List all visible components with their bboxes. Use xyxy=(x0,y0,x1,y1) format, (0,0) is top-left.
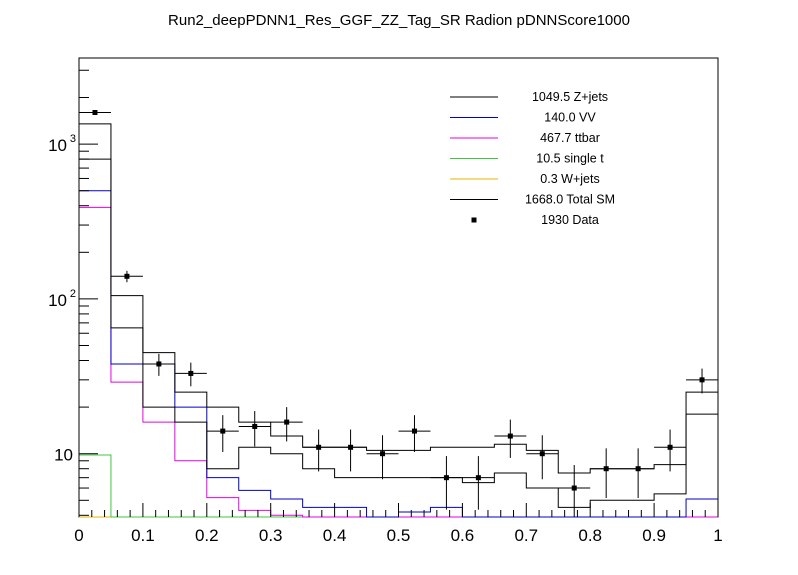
legend-label: 140.0 VV xyxy=(544,111,596,125)
data-point-marker xyxy=(603,466,609,472)
legend-label: 0.3 W+jets xyxy=(540,172,599,186)
data-point-marker xyxy=(635,466,641,472)
data-point-marker xyxy=(156,361,162,367)
x-tick-label: 0 xyxy=(74,526,83,545)
data-point xyxy=(526,435,559,480)
data-point xyxy=(302,429,335,472)
x-tick-label: 0.6 xyxy=(451,526,475,545)
data-point-marker xyxy=(380,451,386,457)
x-tick-label: 0.1 xyxy=(131,526,155,545)
data-point-marker xyxy=(571,485,577,491)
data-point-marker xyxy=(475,475,481,481)
data-point-marker xyxy=(507,433,513,439)
legend-item: 1930 Data xyxy=(471,213,599,227)
data-point xyxy=(494,419,527,458)
legend-label: 467.7 ttbar xyxy=(540,131,600,145)
legend-label: 1049.5 Z+jets xyxy=(532,90,608,104)
data-point-marker xyxy=(124,273,130,279)
data-point-marker xyxy=(699,377,705,383)
x-tick-label: 1 xyxy=(713,526,722,545)
legend-item: 10.5 single t xyxy=(450,152,604,166)
x-tick-label: 0.3 xyxy=(259,526,283,545)
data-point xyxy=(398,415,431,452)
data-point xyxy=(558,465,591,517)
data-point xyxy=(590,448,623,499)
data-point-marker xyxy=(539,451,545,457)
legend-label: 1930 Data xyxy=(541,213,599,227)
legend: 1049.5 Z+jets 140.0 VV 467.7 ttbar 10.5 sin… xyxy=(450,90,615,227)
legend-label: 10.5 single t xyxy=(536,152,604,166)
data-point-marker xyxy=(252,423,258,429)
data-point-marker xyxy=(443,475,449,481)
y-tick-exponent: 3 xyxy=(70,133,76,145)
series-layer xyxy=(78,123,719,518)
data-point-marker xyxy=(348,444,354,450)
data-points-layer xyxy=(79,110,718,517)
legend-marker xyxy=(471,217,477,223)
legend-item: 0.3 W+jets xyxy=(450,172,600,186)
y-tick-label: 10 xyxy=(54,446,73,465)
data-point xyxy=(686,368,718,394)
series-z-jets-histogram xyxy=(78,158,719,517)
y-tick-exponent: 2 xyxy=(70,288,76,300)
data-point xyxy=(79,110,111,116)
data-point-marker xyxy=(92,110,98,116)
data-point xyxy=(366,435,399,480)
data-point xyxy=(462,456,495,510)
legend-label: 1668.0 Total SM xyxy=(525,193,615,207)
legend-item: 1668.0 Total SM xyxy=(450,193,615,207)
data-point-marker xyxy=(411,428,417,434)
data-point xyxy=(142,353,175,376)
data-point xyxy=(622,448,655,499)
legend-item: 1049.5 Z+jets xyxy=(450,90,608,104)
data-point xyxy=(430,456,463,510)
x-tick-label: 0.9 xyxy=(642,526,666,545)
x-tick-label: 0.7 xyxy=(514,526,538,545)
data-point xyxy=(654,429,687,472)
x-tick-label: 0.2 xyxy=(195,526,219,545)
legend-item: 467.7 ttbar xyxy=(450,131,600,145)
data-point xyxy=(270,407,303,442)
x-tick-label: 0.5 xyxy=(387,526,411,545)
data-point-marker xyxy=(316,444,322,450)
y-tick-label: 10 xyxy=(48,291,67,310)
y-tick-label: 10 xyxy=(48,136,67,155)
data-point xyxy=(334,429,367,472)
data-point-marker xyxy=(220,428,226,434)
data-point xyxy=(206,415,239,452)
x-tick-label: 0.4 xyxy=(323,526,347,545)
data-point-marker xyxy=(667,444,673,450)
data-point xyxy=(110,270,143,283)
data-point-marker xyxy=(188,370,194,376)
data-point xyxy=(174,362,207,387)
legend-item: 140.0 VV xyxy=(450,111,596,125)
chart-title: Run2_deepPDNN1_Res_GGF_ZZ_Tag_SR Radion … xyxy=(168,12,630,29)
data-point xyxy=(238,411,271,447)
data-point-marker xyxy=(284,419,290,425)
x-tick-label: 0.8 xyxy=(578,526,602,545)
